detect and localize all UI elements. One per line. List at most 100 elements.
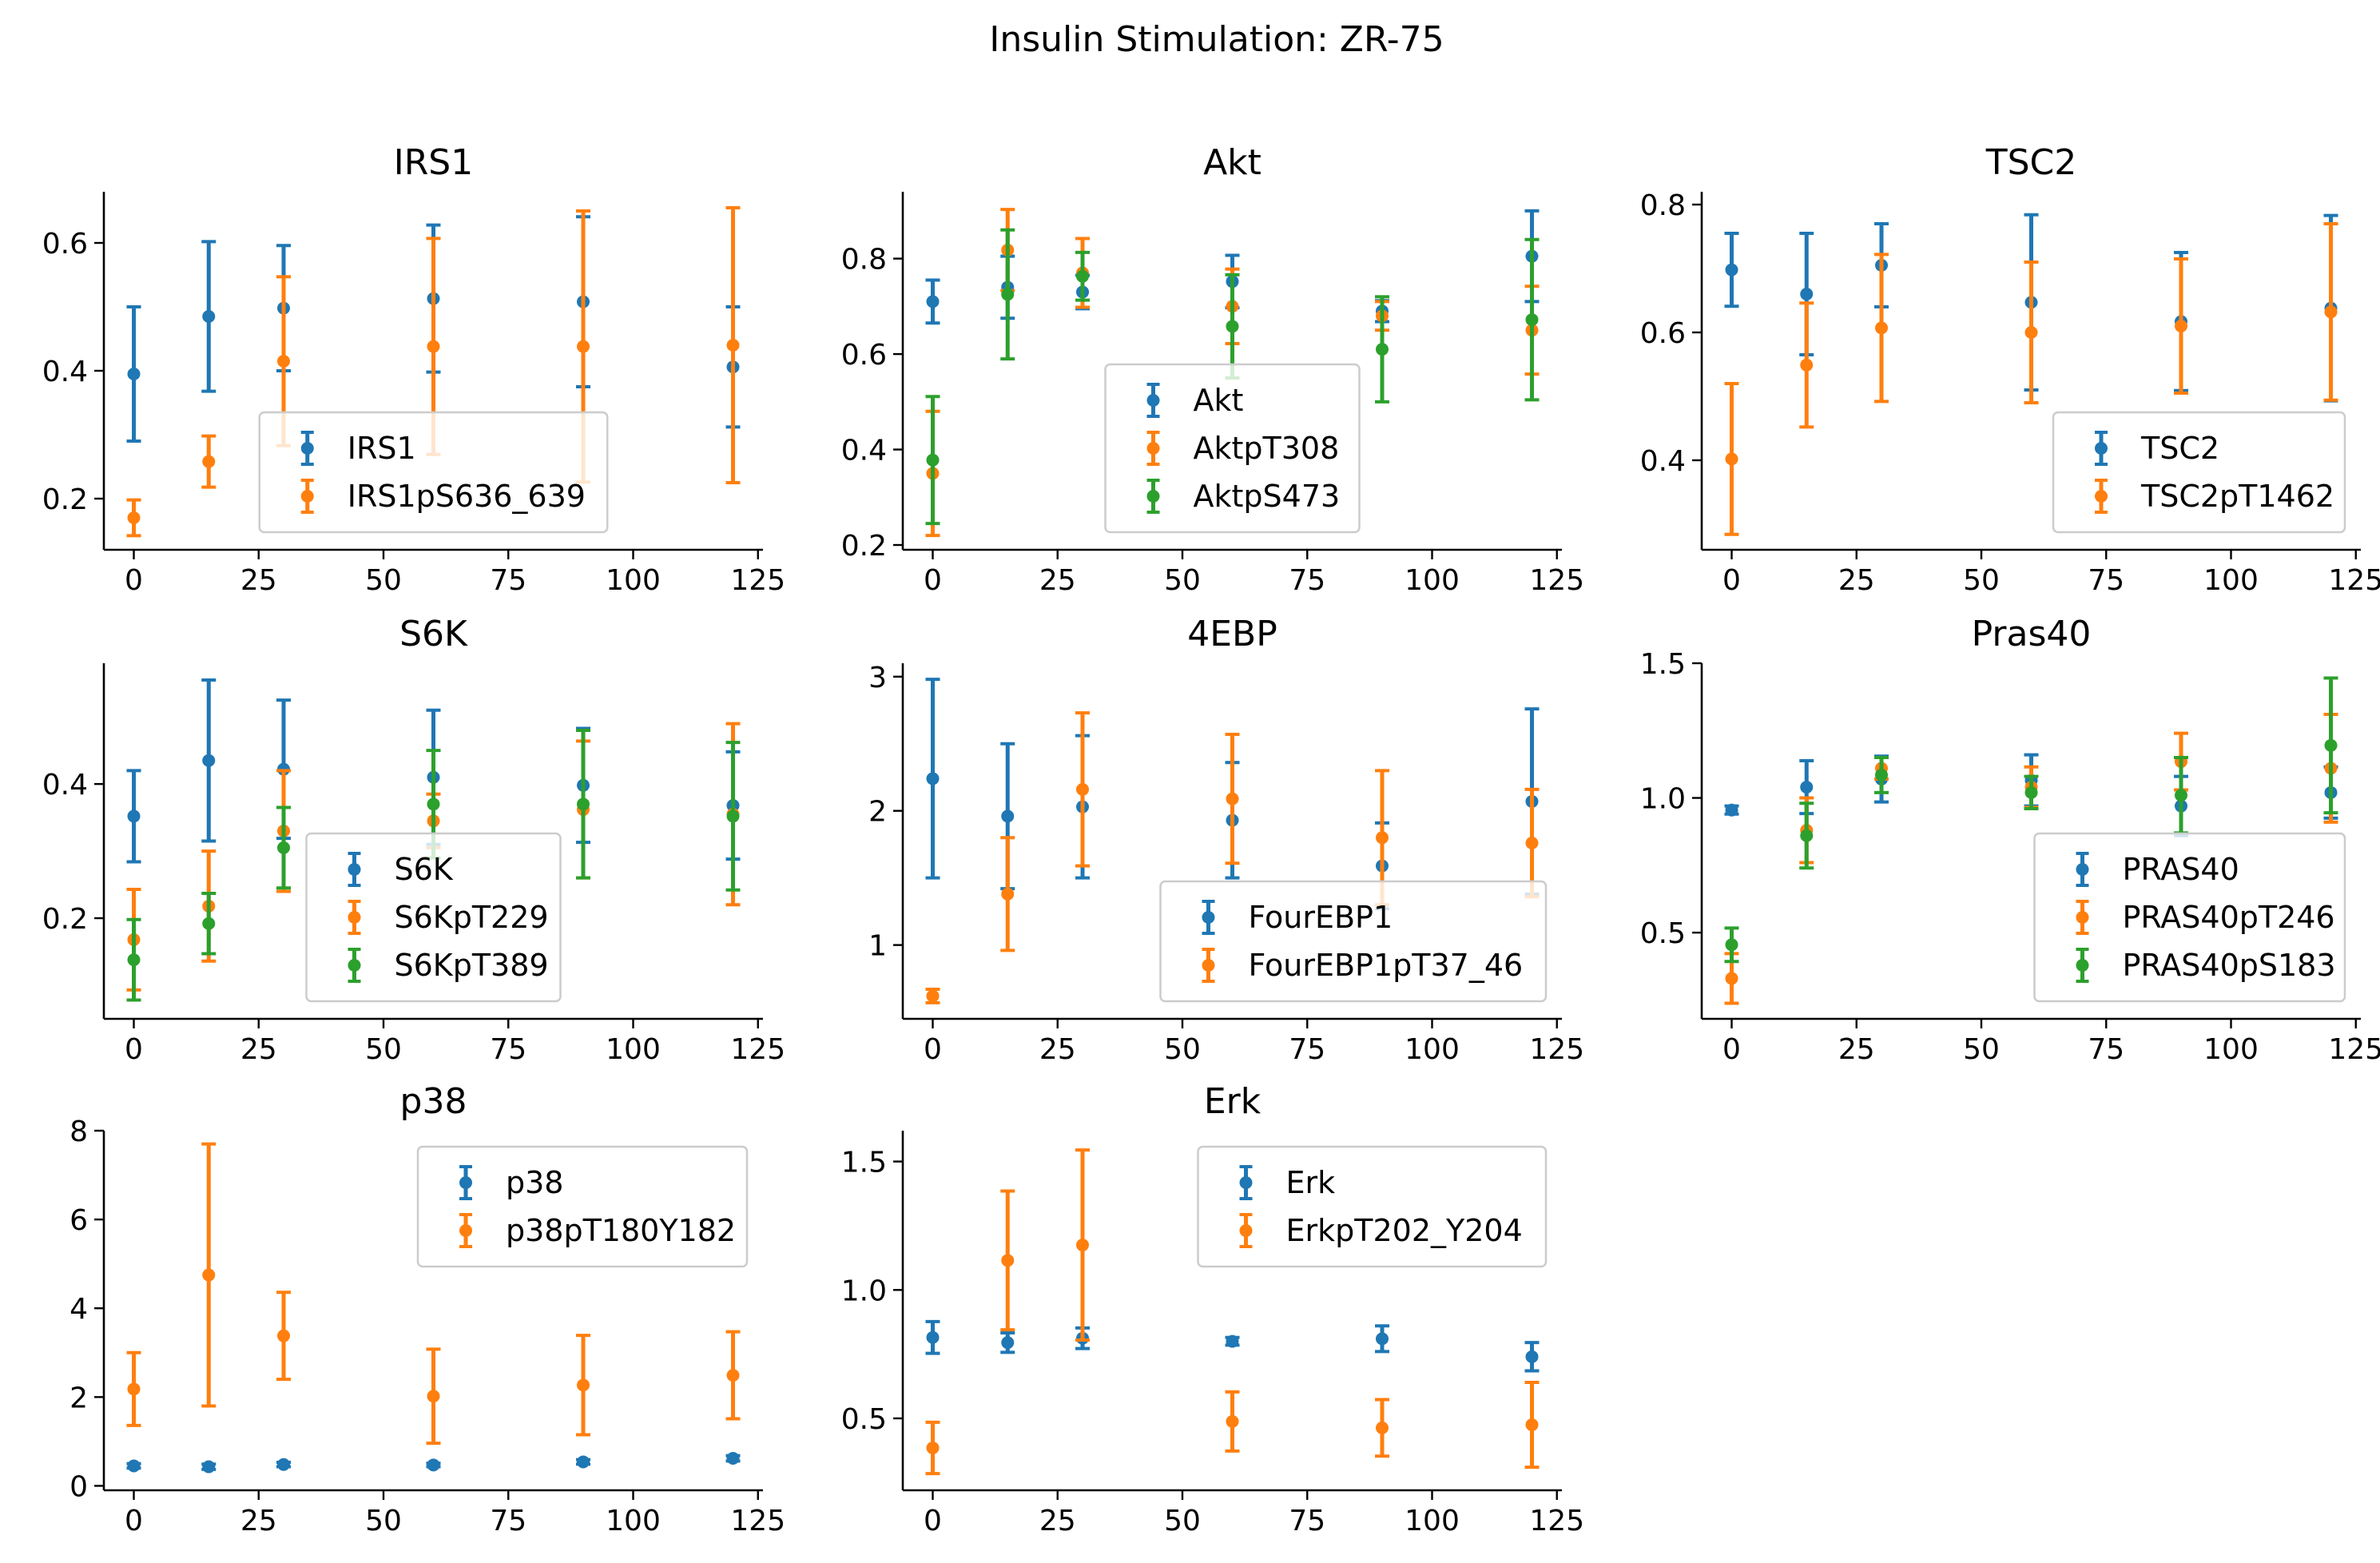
y-tick-label: 0.6 <box>841 339 887 372</box>
legend-label: PRAS40 <box>2123 852 2239 887</box>
legend-entry: S6KpT229 <box>348 900 549 935</box>
legend: TSC2 TSC2pT1462 <box>2052 411 2346 534</box>
data-point <box>2024 326 2038 339</box>
legend-entry: Erk <box>1239 1165 1336 1200</box>
x-tick-label: 75 <box>1289 564 1325 597</box>
data-point <box>1875 321 1888 335</box>
legend-entry: ErkpT202_Y204 <box>1239 1213 1523 1248</box>
data-point <box>2324 738 2338 752</box>
y-tick-label: 0 <box>70 1470 88 1503</box>
data-point <box>1525 837 1539 850</box>
y-tick-label: 0.2 <box>841 530 887 563</box>
data-point <box>127 953 141 967</box>
legend-label: S6K <box>395 852 454 887</box>
legend-marker <box>2076 911 2089 924</box>
subplot-title: Pras40 <box>1972 614 2092 654</box>
subplot-irs1: IRS1 0 25 50 75 100 125 0.2 0.4 0.6 IRS1 IRS1pS636_… <box>42 142 785 597</box>
x-tick-label: 0 <box>924 1033 942 1066</box>
x-tick-label: 0 <box>125 564 143 597</box>
legend: S6K S6KpT229 S6KpT389 <box>305 832 562 1003</box>
x-tick-label: 75 <box>490 564 526 597</box>
data-point <box>1875 768 1888 782</box>
data-point <box>1800 781 1814 794</box>
legend-label: Erk <box>1286 1165 1336 1200</box>
legend-entry: S6KpT389 <box>348 948 549 983</box>
legend-label: FourEBP1 <box>1249 900 1393 935</box>
y-tick-label: 3 <box>868 662 887 694</box>
legend-marker <box>1146 490 1160 503</box>
data-point <box>277 1458 290 1471</box>
legend-marker <box>1146 394 1160 407</box>
legend-entry: S6K <box>348 852 454 887</box>
legend-marker <box>2095 490 2108 503</box>
legend-marker <box>1146 442 1160 455</box>
legend-entry: PRAS40 <box>2076 852 2239 887</box>
legend-label: TSC2pT1462 <box>2140 479 2334 514</box>
data-point <box>1001 1254 1015 1267</box>
legend-frame <box>1197 1145 1548 1268</box>
data-point <box>277 841 290 854</box>
legend-marker <box>300 490 314 503</box>
data-point <box>1001 887 1015 901</box>
legend-entry: p38pT180Y182 <box>459 1213 736 1248</box>
x-tick-label: 75 <box>1289 1033 1325 1066</box>
data-point <box>127 368 141 380</box>
legend-label: p38 <box>506 1165 563 1200</box>
x-tick-label: 0 <box>924 564 942 597</box>
subplot-tsc2: TSC2 0 25 50 75 100 125 0.4 0.6 0.8 TSC2 TSC2pT1462 <box>1640 142 2380 597</box>
legend-marker <box>348 863 361 876</box>
series-FourEBP1pT37_46 <box>925 711 1540 1004</box>
legend-entry: p38 <box>459 1165 563 1200</box>
x-tick-label: 125 <box>2328 564 2380 597</box>
data-point <box>202 455 216 468</box>
x-tick-label: 125 <box>1529 1505 1584 1537</box>
subplot-s6k: S6K 0 25 50 75 100 125 0.2 0.4 S6K S6KpT229 S6KpT38… <box>42 614 785 1066</box>
legend-marker <box>2095 442 2108 455</box>
data-point <box>202 1268 216 1282</box>
y-tick-label: 0.4 <box>42 356 88 388</box>
subplot-p38: p38 0 25 50 75 100 125 0 2 4 6 8 p38 p38pT180Y182 <box>70 1081 785 1537</box>
y-tick-label: 1 <box>868 930 887 963</box>
y-tick-label: 4 <box>70 1293 88 1326</box>
x-tick-label: 125 <box>730 1505 785 1537</box>
x-tick-label: 125 <box>1529 1033 1584 1066</box>
data-point <box>577 340 590 353</box>
legend-label: ErkpT202_Y204 <box>1286 1213 1523 1248</box>
data-point <box>2175 320 2187 332</box>
x-tick-label: 25 <box>1838 564 1875 597</box>
x-tick-label: 0 <box>125 1033 143 1066</box>
x-tick-label: 100 <box>606 564 661 597</box>
x-tick-label: 125 <box>730 564 785 597</box>
series-TSC2pT1462 <box>1724 222 2338 536</box>
data-point <box>926 1330 940 1344</box>
legend-marker <box>300 442 314 455</box>
data-point <box>277 355 290 368</box>
subplot-title: 4EBP <box>1187 614 1277 654</box>
data-point <box>926 295 940 308</box>
subplot-title: IRS1 <box>394 142 473 183</box>
legend-entry: PRAS40pT246 <box>2076 900 2335 935</box>
x-tick-label: 25 <box>1039 1505 1076 1537</box>
subplot-title: Akt <box>1203 142 1262 183</box>
series-p38pT180Y182 <box>126 1142 741 1446</box>
legend-label: TSC2 <box>2140 431 2219 466</box>
y-tick-label: 1.5 <box>841 1147 887 1179</box>
x-tick-label: 50 <box>365 1033 402 1066</box>
data-point <box>2175 789 2187 802</box>
y-tick-label: 1.0 <box>1640 783 1686 816</box>
data-point <box>127 511 141 524</box>
legend: Erk ErkpT202_Y204 <box>1197 1145 1548 1268</box>
legend-label: AktpS473 <box>1194 479 1341 514</box>
legend-frame <box>1159 880 1548 1003</box>
x-tick-label: 50 <box>1963 564 2000 597</box>
y-tick-label: 0.4 <box>42 769 88 801</box>
data-point <box>1725 452 1738 466</box>
y-tick-label: 1.5 <box>1640 648 1686 681</box>
legend-entry: TSC2 <box>2095 431 2219 466</box>
data-point <box>726 1452 740 1465</box>
legend-marker <box>1239 1224 1253 1237</box>
legend: IRS1 IRS1pS636_639 <box>258 411 609 534</box>
data-point <box>427 1390 440 1403</box>
